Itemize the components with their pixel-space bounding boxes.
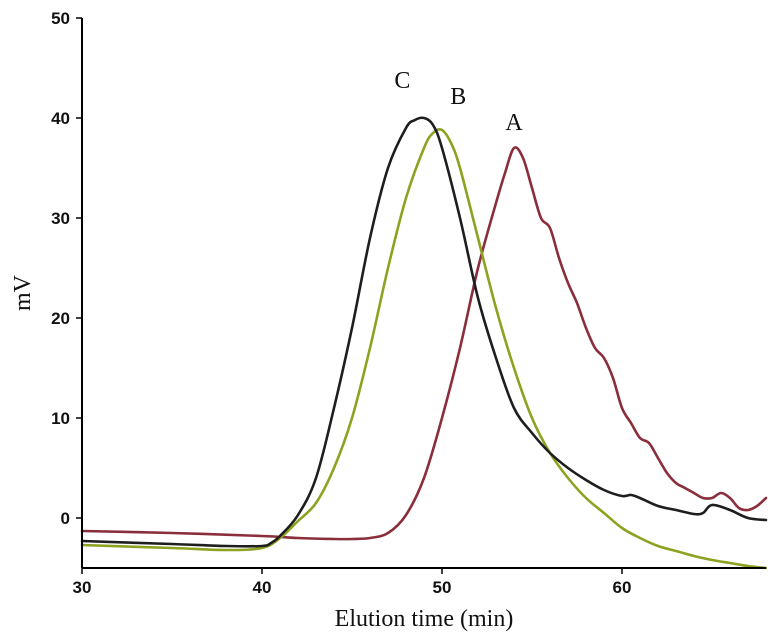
y-tick-label: 50: [51, 9, 70, 28]
x-tick-label: 60: [613, 578, 632, 597]
labels-layer: A B C: [394, 68, 523, 136]
series-layer: [80, 116, 768, 570]
series-line-a: [80, 146, 768, 541]
y-tick-label: 20: [51, 309, 70, 328]
series-line-b: [80, 128, 768, 570]
series-line-c: [80, 116, 768, 548]
y-tick-label: 0: [61, 509, 70, 528]
ticks-layer: 0 10 20 30 40 50 30 40 50 60: [51, 9, 631, 597]
x-axis-title: Elution time (min): [335, 606, 514, 632]
y-tick-label: 40: [51, 109, 70, 128]
plot-area: [82, 18, 766, 568]
x-tick-label: 50: [433, 578, 452, 597]
y-tick-label: 10: [51, 409, 70, 428]
x-tick-label: 40: [253, 578, 272, 597]
series-label-b: B: [450, 84, 466, 110]
x-tick-label: 30: [73, 578, 92, 597]
series-label-c: C: [394, 68, 410, 94]
axes-layer: [81, 18, 766, 569]
y-axis-title: mV: [10, 274, 36, 311]
series-label-a: A: [505, 110, 523, 136]
y-tick-label: 30: [51, 209, 70, 228]
